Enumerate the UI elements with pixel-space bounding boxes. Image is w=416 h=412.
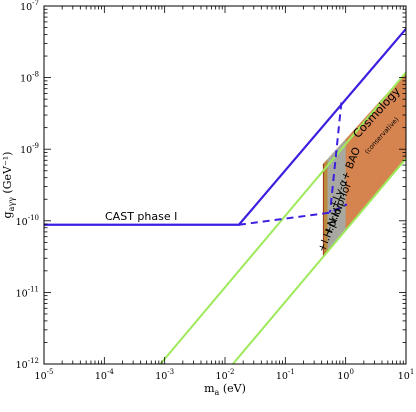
y-tick-label: 10-10: [16, 214, 39, 228]
y-tick-label: 10-7: [20, 0, 39, 13]
cast-dashed-vertical-line: [329, 102, 343, 213]
y-tick-label: 10-8: [20, 71, 39, 85]
y-axis-label: gaγγ (GeV⁻¹): [1, 152, 16, 219]
y-tick-label: 10-11: [16, 285, 39, 299]
band-layer: [322, 72, 406, 258]
y-tick-label: 10-12: [16, 357, 39, 371]
line-layer: [44, 28, 406, 364]
x-tick-label: 10-5: [35, 368, 54, 382]
x-tick-label: 10-3: [155, 368, 174, 382]
prior-band-0: [322, 72, 325, 258]
x-tick-label: 10-2: [216, 368, 235, 382]
label-layer: ma (eV)gaγγ (GeV⁻¹)CAST phase ICosmology…: [1, 84, 403, 397]
prior-band-1: [324, 72, 328, 258]
cast-dashed-line: [238, 203, 348, 226]
cast-label: CAST phase I: [105, 210, 177, 223]
x-axis-label: ma (eV): [204, 382, 246, 397]
x-tick-label: 10-1: [276, 368, 295, 382]
y-tick-label: 10-9: [20, 142, 39, 156]
x-tick-label: 10-4: [95, 368, 114, 382]
green-line-1: [232, 157, 406, 364]
green-line-0: [159, 71, 406, 364]
tick-layer: 10-5 10-4 10-3 10-2 10-1 100 101 10-12 10-11 10-1…: [16, 0, 415, 382]
x-tick-label: 101: [398, 368, 415, 382]
x-tick-label: 100: [337, 368, 354, 382]
